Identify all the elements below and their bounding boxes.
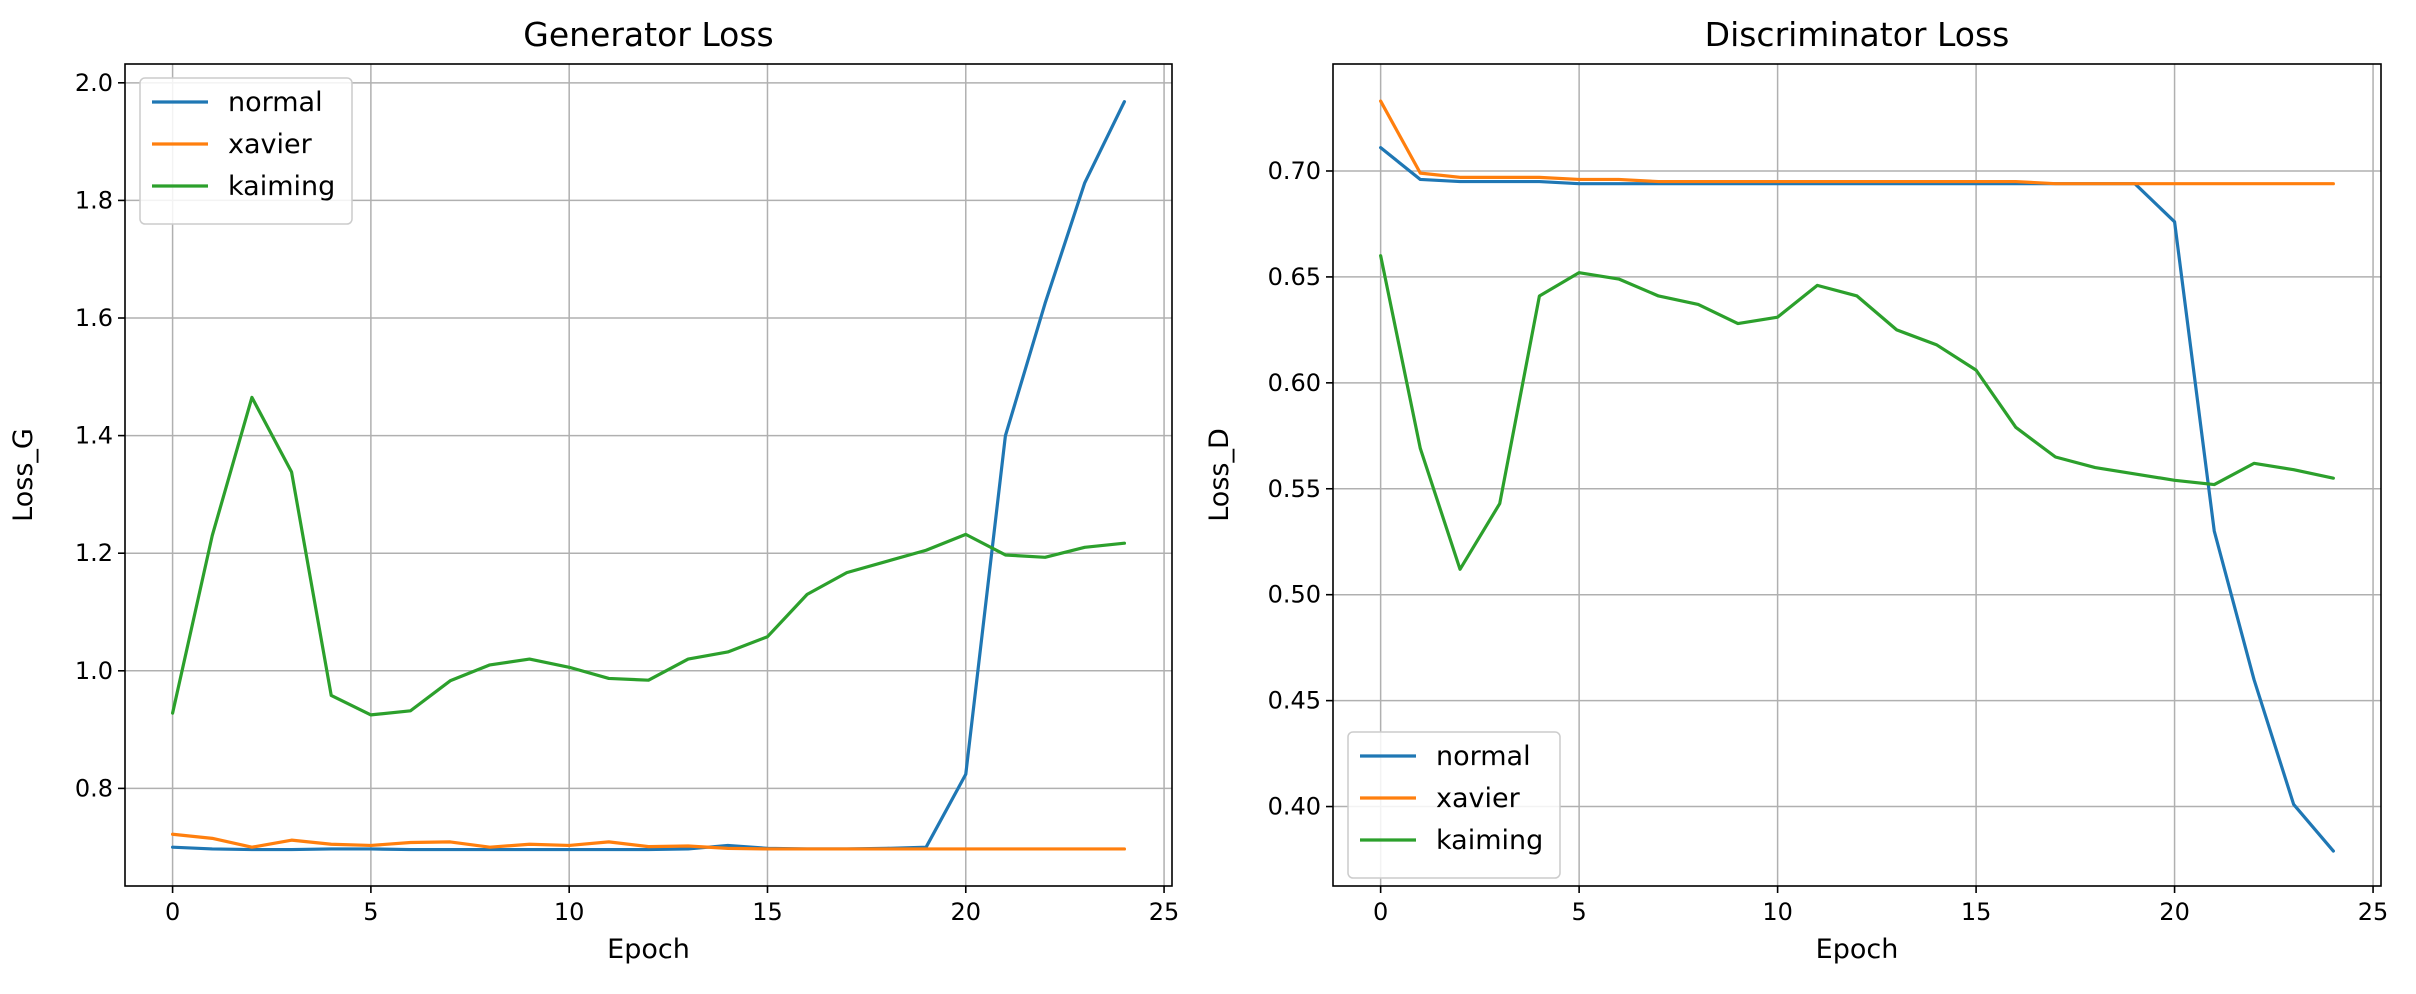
x-tick-label: 0 xyxy=(1373,898,1388,926)
legend-label-xavier: xavier xyxy=(228,129,313,160)
y-tick-label: 0.8 xyxy=(75,774,113,802)
series-line-kaiming xyxy=(1379,254,2335,571)
x-tick-label: 10 xyxy=(554,898,585,926)
y-axis-label: Loss_G xyxy=(8,428,39,522)
y-tick-label: 1.4 xyxy=(75,422,113,450)
y-tick-label: 1.6 xyxy=(75,304,113,332)
series-line-normal xyxy=(170,100,1127,852)
x-tick-label: 20 xyxy=(950,898,981,926)
legend-label-kaiming: kaiming xyxy=(1436,825,1543,856)
x-tick-label: 25 xyxy=(1149,898,1180,926)
series-line-xavier xyxy=(1379,99,2335,186)
x-tick-label: 0 xyxy=(165,898,180,926)
chart-title: Generator Loss xyxy=(523,15,773,54)
y-tick-label: 0.45 xyxy=(1268,687,1321,715)
series-line-kaiming xyxy=(170,395,1127,717)
legend-label-kaiming: kaiming xyxy=(228,171,335,202)
y-tick-label: 1.8 xyxy=(75,186,113,214)
series-line-xavier xyxy=(170,832,1127,851)
y-tick-label: 0.70 xyxy=(1268,157,1321,185)
series-line-normal xyxy=(1379,146,2335,853)
x-tick-label: 15 xyxy=(752,898,783,926)
y-tick-label: 1.2 xyxy=(75,539,113,567)
chart-title: Discriminator Loss xyxy=(1705,15,2010,54)
x-axis-label: Epoch xyxy=(1816,934,1899,965)
legend: normal xavier kaiming xyxy=(139,77,353,225)
x-tick-label: 10 xyxy=(1762,898,1793,926)
x-tick-label: 5 xyxy=(363,898,378,926)
legend-label-xavier: xavier xyxy=(1436,783,1521,814)
y-tick-label: 0.65 xyxy=(1268,263,1321,291)
x-tick-label: 20 xyxy=(2159,898,2190,926)
plot-frame xyxy=(1332,63,2382,887)
legend-label-normal: normal xyxy=(228,87,323,118)
x-tick-label: 5 xyxy=(1571,898,1586,926)
generator-loss-chart: 0 5 10 15 20 25 0.8 1.0 1.2 1.4 1.6 1.8 2.0 Generator… xyxy=(8,15,1179,965)
y-tick-label: 1.0 xyxy=(75,657,113,685)
y-tick-label: 0.50 xyxy=(1268,581,1321,609)
y-axis-label: Loss_D xyxy=(1204,428,1235,522)
y-tick-label: 0.40 xyxy=(1268,793,1321,821)
x-tick-label: 15 xyxy=(1961,898,1992,926)
y-tick-label: 2.0 xyxy=(75,69,113,97)
x-axis-label: Epoch xyxy=(607,934,690,965)
legend-label-normal: normal xyxy=(1436,741,1531,772)
legend: normal xavier kaiming xyxy=(1347,731,1561,879)
y-tick-label: 0.55 xyxy=(1268,475,1321,503)
x-tick-label: 25 xyxy=(2358,898,2389,926)
plot-frame xyxy=(124,63,1173,887)
discriminator-loss-chart: 0 5 10 15 20 25 0.40 0.45 0.50 0.55 0.60 0.65 0.70 Di… xyxy=(1204,15,2388,965)
y-tick-label: 0.60 xyxy=(1268,369,1321,397)
